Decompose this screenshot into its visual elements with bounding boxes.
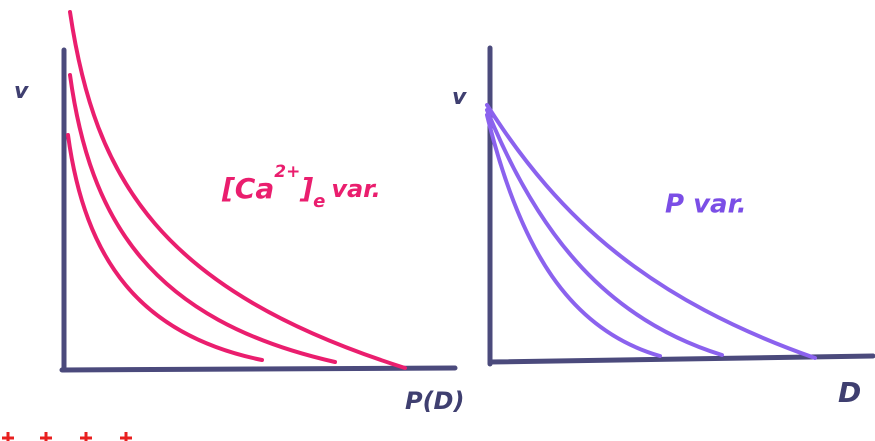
left-y-label: v: [14, 79, 29, 104]
curve: [68, 10, 407, 370]
curve: [485, 108, 724, 357]
annotation-part: ]: [299, 172, 313, 205]
right-y-label: v: [452, 85, 467, 110]
marks: [2, 432, 132, 441]
curve: [485, 113, 662, 358]
curve: [68, 73, 337, 364]
right-annotation: P var.: [665, 190, 747, 220]
right-x-label: D: [838, 376, 861, 409]
annotation-sub: e: [313, 191, 325, 212]
curve: [485, 103, 817, 360]
left-x-label: P(D): [405, 387, 464, 415]
annotation-part: var.: [331, 175, 380, 203]
annotation-part: [Ca: [221, 172, 274, 205]
left-annotation: [Ca2+]e var.: [221, 162, 381, 212]
annotation-sup: 2+: [274, 162, 300, 182]
left-x-axis: [59, 365, 458, 373]
curve: [66, 133, 264, 362]
